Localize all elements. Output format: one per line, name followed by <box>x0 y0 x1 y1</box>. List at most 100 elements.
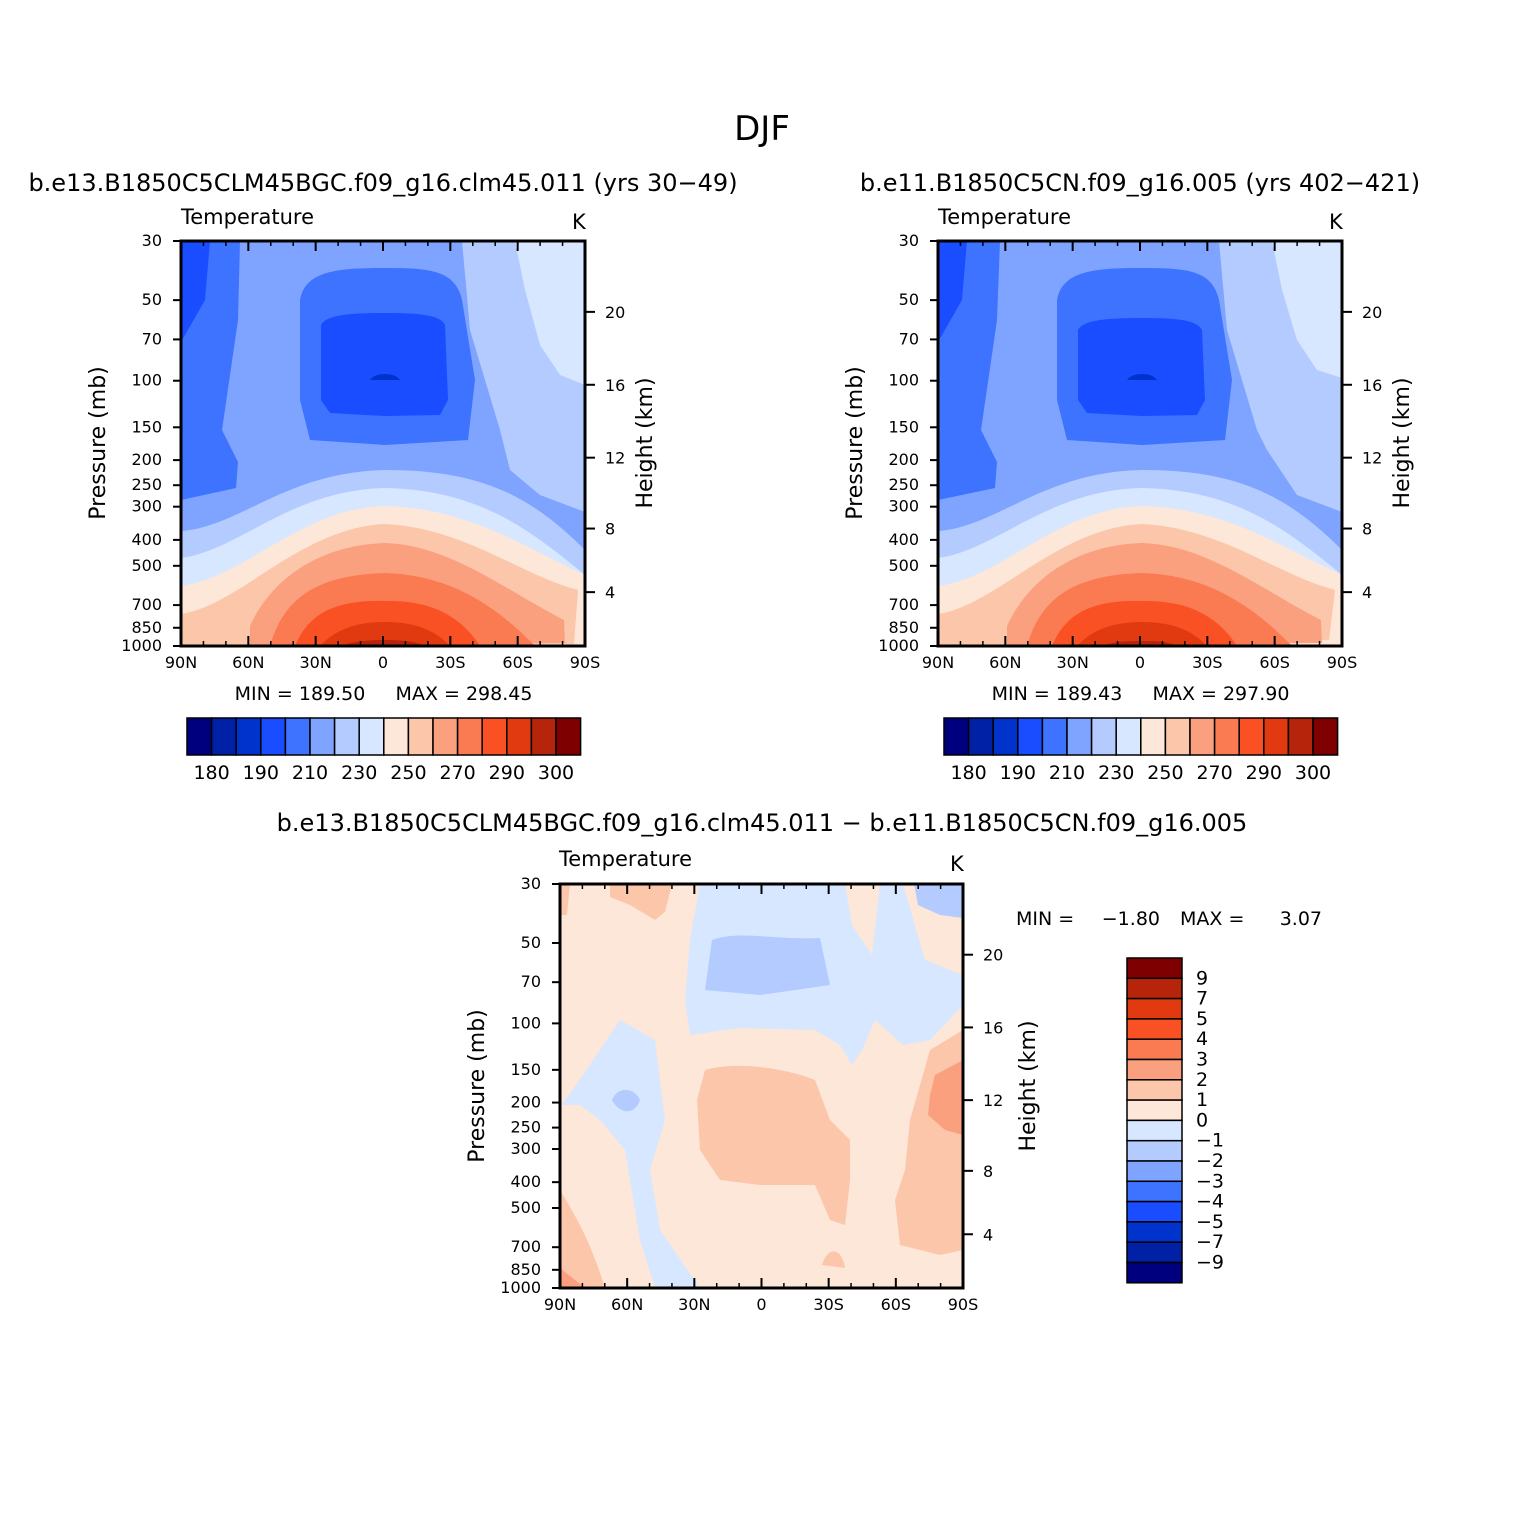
y-tick-label: 150 <box>888 417 919 436</box>
diff-colorbar-label: −4 <box>1196 1191 1224 1213</box>
y2-tick-label: 16 <box>605 376 625 395</box>
colorbar-swatch <box>432 717 459 756</box>
x-tick-label: 90S <box>570 653 601 672</box>
colorbar-swatch <box>1090 717 1117 756</box>
panel-1-colorbar: 180 190 210 230 250 270 290 300 <box>186 717 582 784</box>
diff-colorbar-swatch <box>1126 1261 1183 1284</box>
colorbar-swatch <box>1263 717 1290 756</box>
y-tick-label: 1000 <box>878 636 919 655</box>
x-tick-label: 90S <box>948 1295 979 1314</box>
y-tick-label: 1000 <box>121 636 162 655</box>
panel-1-max: MAX = 298.45 <box>396 683 533 705</box>
diff-colorbar-swatch <box>1126 1038 1183 1061</box>
y-tick-label: 200 <box>888 450 919 469</box>
y-tick-label: 200 <box>510 1093 541 1112</box>
y-tick-label: 850 <box>131 618 162 637</box>
colorbar-label: 250 <box>1147 762 1183 784</box>
colorbar-swatch <box>358 717 385 756</box>
diff-colorbar-label: 7 <box>1196 988 1208 1010</box>
y2-tick-label: 20 <box>605 303 625 322</box>
colorbar-swatch <box>235 717 262 756</box>
diff-colorbar-label: 4 <box>1196 1028 1208 1050</box>
colorbar-swatch <box>186 717 213 756</box>
panel-1-y2-axis: 20 16 12 8 4 <box>585 303 625 602</box>
diff-band-0-m1-lower <box>562 1020 700 1288</box>
y2-tick-label: 8 <box>605 520 615 539</box>
y-tick-label: 300 <box>888 497 919 516</box>
y-tick-label: 300 <box>510 1139 541 1158</box>
y-tick-label: 50 <box>142 290 162 309</box>
panel-1-field <box>181 241 585 646</box>
panel-1: b.e13.B1850C5CLM45BGC.f09_g16.clm45.011 … <box>28 169 737 784</box>
figure-title: DJF <box>734 109 790 149</box>
colorbar-swatch <box>407 717 434 756</box>
colorbar-label: 270 <box>1196 762 1232 784</box>
colorbar-label: 190 <box>243 762 279 784</box>
y2-tick-label: 4 <box>983 1225 993 1244</box>
diff-band-1-2-sw <box>560 1190 605 1288</box>
colorbar-label: 230 <box>341 762 377 784</box>
colorbar-label: 290 <box>1246 762 1282 784</box>
diff-band-1-2-spot <box>822 1251 845 1268</box>
y-tick-label: 100 <box>131 371 162 390</box>
diff-band-2-3-east <box>928 1060 963 1135</box>
diff-colorbar-swatch <box>1126 997 1183 1020</box>
diff-units: K <box>950 852 965 876</box>
y-tick-label: 30 <box>899 231 919 250</box>
diff-x-axis: 90N 60N 30N 0 30S 60S 90S <box>544 884 978 1314</box>
y2-tick-label: 4 <box>605 583 615 602</box>
y-tick-label: 400 <box>888 530 919 549</box>
diff-colorbar-label: 2 <box>1196 1069 1208 1091</box>
colorbar-swatch <box>383 717 410 756</box>
temp-band-295-300 <box>1077 622 1207 646</box>
x-tick-label: 90S <box>1327 653 1358 672</box>
diff-subtitle: b.e13.B1850C5CLM45BGC.f09_g16.clm45.011 … <box>277 809 1248 837</box>
panel-2-units: K <box>1329 210 1344 234</box>
diff-ylabel: Pressure (mb) <box>465 1009 490 1163</box>
diff-colorbar-swatch <box>1126 1079 1183 1101</box>
temp-band-190-200-tropopause <box>321 313 448 416</box>
panel-2-variable: Temperature <box>937 205 1071 229</box>
panel-2-y2-axis: 20 16 12 8 4 <box>1342 303 1382 602</box>
colorbar-label: 290 <box>489 762 525 784</box>
diff-y2label: Height (km) <box>1016 1020 1041 1151</box>
diff-colorbar-swatch <box>1126 957 1183 980</box>
panel-1-units: K <box>572 210 587 234</box>
y-tick-label: 850 <box>888 618 919 637</box>
x-tick-label: 90N <box>922 653 954 672</box>
temp-band-240-250 <box>1272 241 1342 378</box>
y-tick-label: 1000 <box>500 1278 541 1297</box>
diff-colorbar-swatch <box>1126 1119 1183 1142</box>
diff-min-value: −1.80 <box>1102 908 1160 930</box>
x-tick-label: 30N <box>1057 653 1089 672</box>
diff-y2-axis: 20 16 12 8 4 <box>963 946 1003 1244</box>
diff-colorbar-label: 1 <box>1196 1089 1208 1111</box>
y-tick-label: 500 <box>131 556 162 575</box>
diff-colorbar-swatch <box>1126 1018 1183 1040</box>
y-tick-label: 700 <box>510 1237 541 1256</box>
panel-2-colorbar: 180 190 210 230 250 270 290 300 <box>943 717 1339 784</box>
y-tick-label: 30 <box>142 231 162 250</box>
colorbar-swatch <box>943 717 970 756</box>
panel-2-max: MAX = 297.90 <box>1153 683 1290 705</box>
y-tick-label: 700 <box>888 595 919 614</box>
x-tick-label: 60N <box>232 653 264 672</box>
diff-colorbar-swatch <box>1126 1241 1183 1264</box>
x-tick-label: 90N <box>165 653 197 672</box>
colorbar-swatch <box>1213 717 1240 756</box>
colorbar-swatch <box>260 717 287 756</box>
colorbar-swatch <box>481 717 508 756</box>
diff-max-value: 3.07 <box>1280 908 1322 930</box>
colorbar-swatch <box>506 717 533 756</box>
colorbar-label: 210 <box>292 762 328 784</box>
temp-band-295-300 <box>320 622 450 646</box>
diff-colorbar-label: 3 <box>1196 1049 1208 1071</box>
colorbar-swatch <box>333 717 360 756</box>
x-tick-label: 30N <box>300 653 332 672</box>
colorbar-label: 230 <box>1098 762 1134 784</box>
colorbar-swatch <box>967 717 994 756</box>
y2-tick-label: 12 <box>605 449 625 468</box>
